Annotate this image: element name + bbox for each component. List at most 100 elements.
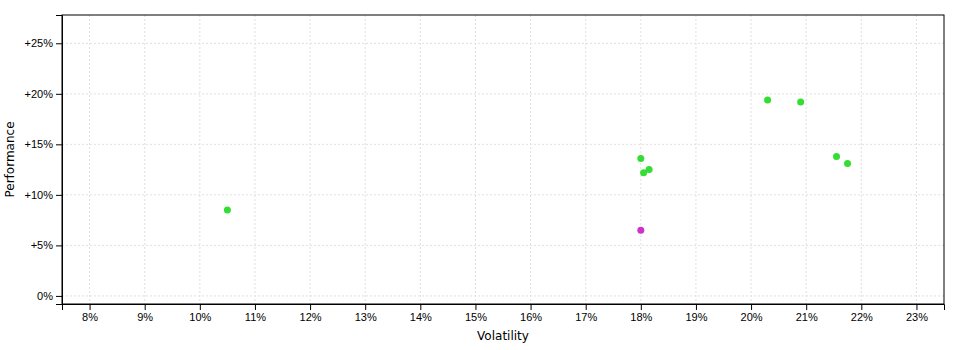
tick: +5% <box>31 239 62 251</box>
grid-line <box>695 15 696 304</box>
tick-label: +15% <box>25 138 54 150</box>
tick-mark <box>365 304 366 310</box>
grid-line <box>144 15 145 304</box>
grid-line <box>861 15 862 304</box>
tick: 13% <box>355 304 377 323</box>
tick: 21% <box>796 304 818 323</box>
tick-mark <box>531 304 532 310</box>
axis-line <box>63 305 945 311</box>
tick-mark <box>916 304 917 310</box>
tick-mark <box>475 304 476 310</box>
grid-line <box>530 15 531 304</box>
tick-label: 14% <box>410 311 432 323</box>
tick: +15% <box>25 138 62 150</box>
tick-label: 21% <box>796 311 818 323</box>
tick-label: 20% <box>741 311 763 323</box>
tick-mark <box>56 195 62 196</box>
tick-label: 0% <box>37 290 53 302</box>
tick: 12% <box>300 304 322 323</box>
axis-line <box>56 16 63 305</box>
tick-label: 17% <box>575 311 597 323</box>
tick-mark <box>586 304 587 310</box>
y-axis: 0% +5% +10% +15% +20% +25% <box>25 16 63 305</box>
tick-label: 16% <box>520 311 542 323</box>
tick-mark <box>641 304 642 310</box>
grid <box>62 15 944 304</box>
tick-mark <box>861 304 862 310</box>
tick: 17% <box>575 304 597 323</box>
point <box>797 98 804 105</box>
grid-line <box>420 15 421 304</box>
plot: 8% 9% 10% 11% 12% 13% 14% 15% 16% 17% 18% 19% 20% 21%… <box>3 15 945 343</box>
tick: 19% <box>685 304 707 323</box>
tick-label: +25% <box>25 37 54 49</box>
tick-label: +5% <box>31 239 54 251</box>
tick-mark <box>56 144 62 145</box>
tick: 10% <box>189 304 211 323</box>
tick: 8% <box>82 304 98 323</box>
tick-label: 10% <box>189 311 211 323</box>
grid-line <box>806 15 807 304</box>
tick: +10% <box>25 189 62 201</box>
grid-line <box>62 245 944 246</box>
tick-label: 19% <box>685 311 707 323</box>
tick: 9% <box>137 304 153 323</box>
tick-label: 12% <box>300 311 322 323</box>
tick-mark <box>255 304 256 310</box>
tick-label: 18% <box>630 311 652 323</box>
tick: 23% <box>906 304 928 323</box>
tick-mark <box>56 296 62 297</box>
plot-frame <box>62 15 944 304</box>
grid-line <box>89 15 90 304</box>
grid-line <box>585 15 586 304</box>
y-axis-title: Performance <box>3 121 17 197</box>
grid-line <box>62 295 944 296</box>
tick: 0% <box>37 290 62 302</box>
tick: 16% <box>520 304 542 323</box>
grid-line <box>475 15 476 304</box>
tick-mark <box>90 304 91 310</box>
tick-label: 11% <box>245 311 266 323</box>
tick-label: 22% <box>851 311 873 323</box>
tick: 15% <box>465 304 487 323</box>
tick-mark <box>56 43 62 44</box>
tick-label: +20% <box>25 88 54 100</box>
tick-mark <box>806 304 807 310</box>
grid-line <box>916 15 917 304</box>
x-axis: 8% 9% 10% 11% 12% 13% 14% 15% 16% 17% 18% 19% 20% 21%… <box>63 304 945 323</box>
tick: 11% <box>245 304 266 323</box>
tick-mark <box>56 94 62 95</box>
point <box>844 160 851 167</box>
tick-label: 15% <box>465 311 487 323</box>
grid-line <box>62 144 944 145</box>
tick-mark <box>310 304 311 310</box>
tick: 20% <box>741 304 763 323</box>
grid-line <box>254 15 255 304</box>
point <box>637 155 644 162</box>
grid-line <box>62 43 944 44</box>
tick-label: 8% <box>82 311 98 323</box>
tick: 22% <box>851 304 873 323</box>
tick-label: 9% <box>137 311 153 323</box>
tick: +20% <box>25 88 62 100</box>
point <box>224 207 231 214</box>
x-axis-title: Volatility <box>477 329 529 343</box>
grid-line <box>62 194 944 195</box>
tick: +25% <box>25 37 62 49</box>
tick-mark <box>751 304 752 310</box>
points <box>224 96 851 233</box>
point <box>637 227 644 234</box>
point <box>640 169 647 176</box>
chart: 8% 9% 10% 11% 12% 13% 14% 15% 16% 17% 18% 19% 20% 21%… <box>0 0 966 350</box>
tick-mark <box>200 304 201 310</box>
grid-line <box>62 93 944 94</box>
grid-line <box>365 15 366 304</box>
tick-mark <box>145 304 146 310</box>
tick-mark <box>56 245 62 246</box>
tick-label: 13% <box>355 311 377 323</box>
tick-mark <box>696 304 697 310</box>
tick-label: +10% <box>25 189 54 201</box>
tick-label: 23% <box>906 311 928 323</box>
point <box>764 96 771 103</box>
point <box>833 153 840 160</box>
